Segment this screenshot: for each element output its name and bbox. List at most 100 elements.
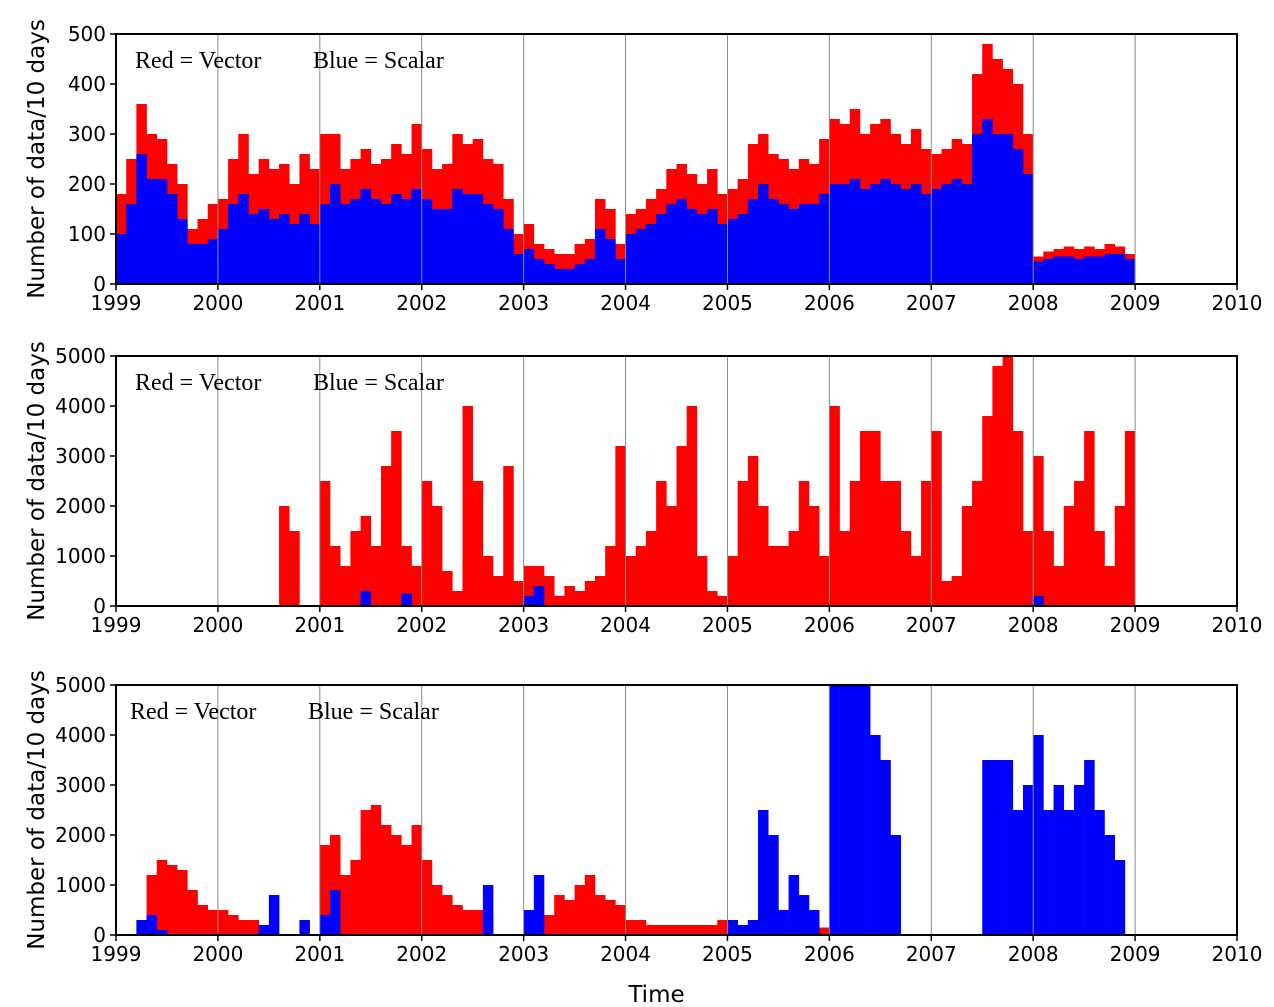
bar	[533, 875, 545, 935]
bar	[615, 259, 626, 284]
bar	[992, 134, 1003, 284]
bar	[839, 184, 851, 284]
bar	[798, 895, 810, 935]
bar	[615, 446, 626, 606]
bar	[431, 506, 443, 606]
bar	[207, 910, 219, 935]
x-tick-label: 2010	[1212, 291, 1263, 315]
y-tick-label: 2000	[55, 494, 106, 518]
panel: 1999 2000 2001 2002 2003 2004 2005 2006 2007 2008…	[24, 341, 1262, 637]
bar	[615, 905, 626, 935]
bar	[136, 920, 147, 935]
y-tick-label: 500	[68, 22, 106, 46]
bar	[1094, 531, 1105, 606]
x-tick-label: 2009	[1110, 942, 1161, 966]
bar	[605, 546, 616, 606]
y-tick-label: 400	[68, 72, 106, 96]
bar	[350, 199, 361, 284]
bar	[370, 199, 382, 284]
bar	[656, 481, 667, 606]
bar	[1104, 835, 1116, 935]
bar	[788, 875, 800, 935]
bar	[401, 845, 412, 935]
y-tick-label: 100	[68, 222, 106, 246]
x-tick-label: 2008	[1008, 942, 1059, 966]
bar	[289, 224, 300, 284]
bar	[645, 531, 657, 606]
y-tick-label: 3000	[55, 773, 106, 797]
bar	[605, 239, 616, 284]
bar	[248, 214, 259, 284]
bar	[635, 920, 647, 935]
bar	[401, 593, 412, 606]
x-tick-label: 2000	[192, 291, 243, 315]
x-tick-label: 2007	[906, 613, 957, 637]
bar	[330, 835, 341, 935]
bar	[676, 925, 687, 935]
bar	[391, 835, 402, 935]
bar	[156, 860, 168, 935]
bar	[268, 895, 280, 935]
x-tick-label: 2005	[702, 291, 753, 315]
bar	[768, 835, 779, 935]
bar	[1002, 356, 1014, 606]
bar	[778, 546, 789, 606]
bar	[829, 406, 840, 606]
bar	[452, 591, 463, 606]
bar	[330, 184, 341, 284]
bar	[707, 209, 718, 284]
x-tick-label: 2002	[396, 291, 447, 315]
bars	[279, 356, 1136, 606]
bar	[472, 481, 484, 606]
bar	[982, 760, 993, 935]
bar	[666, 506, 677, 606]
bar	[1012, 810, 1024, 935]
bar	[1063, 810, 1075, 935]
bar	[768, 546, 779, 606]
bar	[462, 910, 473, 935]
bar	[921, 194, 932, 284]
bar	[859, 189, 871, 284]
bar	[360, 810, 372, 935]
bar	[829, 685, 840, 935]
bar	[1022, 174, 1034, 284]
bar	[737, 481, 749, 606]
bar	[819, 194, 830, 284]
bar	[859, 685, 871, 935]
bar	[299, 920, 310, 935]
bar	[523, 566, 535, 606]
bar	[238, 194, 249, 284]
bar	[156, 179, 168, 284]
bar	[166, 194, 178, 284]
bar	[839, 531, 851, 606]
bar	[696, 214, 708, 284]
bar	[635, 229, 647, 284]
x-axis-title: Time	[627, 982, 684, 1007]
bars	[116, 44, 1136, 284]
bar	[1104, 254, 1116, 284]
bar	[921, 481, 932, 606]
bar	[890, 184, 901, 284]
bar	[309, 224, 321, 284]
bar	[330, 890, 341, 935]
bar	[319, 481, 331, 606]
bar	[900, 531, 912, 606]
bar	[625, 234, 637, 284]
bar	[625, 556, 637, 606]
bar	[900, 189, 912, 284]
bar	[360, 189, 372, 284]
bar	[880, 481, 891, 606]
bar	[656, 214, 667, 284]
x-tick-label: 2003	[498, 291, 549, 315]
x-tick-label: 2007	[906, 291, 957, 315]
bar	[533, 586, 545, 606]
bar	[1073, 785, 1085, 935]
bar	[972, 134, 983, 284]
bar	[136, 154, 147, 284]
y-tick-label: 4000	[55, 723, 106, 747]
bar	[1084, 256, 1095, 284]
x-tick-label: 2008	[1008, 291, 1059, 315]
x-tick-label: 2010	[1212, 613, 1263, 637]
bar	[890, 835, 901, 935]
bar	[523, 596, 535, 606]
